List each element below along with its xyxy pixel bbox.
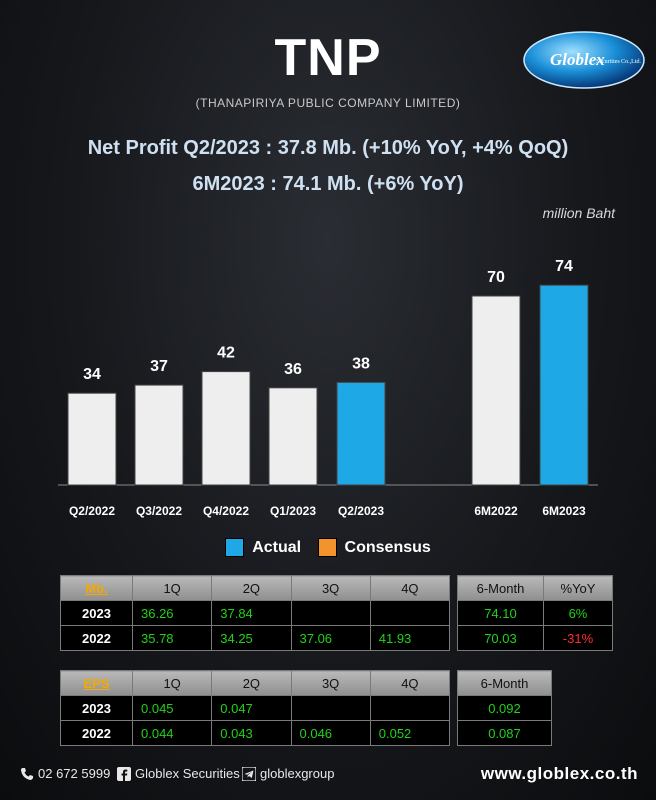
logo-word: Globlex xyxy=(550,50,605,69)
cell-value: 0.045 xyxy=(131,695,213,721)
legend-item-actual: Actual xyxy=(225,538,301,557)
category-label: 6M2022 xyxy=(474,504,518,518)
headline-six-month: 6M2023 : 74.1 Mb. (+6% YoY) xyxy=(192,173,464,195)
bar-q4-2022 xyxy=(201,371,251,486)
cell-yoy: 6% xyxy=(542,600,614,626)
table-key-eps: EPS xyxy=(60,670,133,696)
stock-ticker: TNP xyxy=(274,29,382,87)
data-label: 74 xyxy=(555,258,573,275)
col-2q: 2Q xyxy=(211,670,292,696)
legend-label-actual: Actual xyxy=(252,538,302,556)
bar-6m2022 xyxy=(471,295,521,486)
col-3q: 3Q xyxy=(290,575,371,601)
facebook-icon xyxy=(117,766,131,781)
cell-six-month: 0.092 xyxy=(457,695,552,721)
col-4q: 4Q xyxy=(369,575,451,601)
telegram-name: globlexgroup xyxy=(260,766,335,781)
telegram-icon xyxy=(242,766,256,781)
eps-six-month-table: 6-Month 0.092 0.087 xyxy=(457,670,552,746)
bar-q3-2022 xyxy=(134,384,184,486)
cell-value: 36.26 xyxy=(131,600,213,626)
net-profit-table: Mb. 1Q 2Q 3Q 4Q 2023 36.26 37.84 2022 35… xyxy=(60,575,451,651)
footer-facebook[interactable]: Globlex Securities xyxy=(117,766,240,781)
chart-unit-label: million Baht xyxy=(542,205,615,221)
cell-value: 0.052 xyxy=(369,720,451,746)
data-label: 36 xyxy=(284,361,302,378)
legend-swatch-consensus xyxy=(317,538,337,557)
bar-q2-2022 xyxy=(67,392,117,486)
legend-label-consensus: Consensus xyxy=(344,538,431,556)
cell-value xyxy=(369,695,451,721)
row-year: 2022 xyxy=(60,720,133,746)
phone-number: 02 672 5999 xyxy=(38,766,111,781)
cell-value: 37.84 xyxy=(211,600,292,626)
cell-value: 37.06 xyxy=(290,625,371,651)
cell-yoy: -31% xyxy=(542,625,614,651)
table-row: 74.10 6% xyxy=(457,600,614,626)
cell-value: 41.93 xyxy=(369,625,451,651)
category-label: Q3/2022 xyxy=(136,504,182,518)
bar-q1-2023 xyxy=(268,387,318,486)
net-profit-six-month-table: 6-Month %YoY 74.10 6% 70.03 -31% xyxy=(457,575,614,651)
category-label: 6M2023 xyxy=(542,504,586,518)
cell-six-month: 0.087 xyxy=(457,720,552,746)
legend-swatch-actual xyxy=(225,538,245,557)
category-label: Q1/2023 xyxy=(270,504,316,518)
table-row: 0.092 xyxy=(457,695,552,721)
col-3q: 3Q xyxy=(290,670,371,696)
cell-value: 0.047 xyxy=(211,695,292,721)
col-1q: 1Q xyxy=(131,670,213,696)
category-label: Q4/2022 xyxy=(203,504,249,518)
cell-value: 34.25 xyxy=(211,625,292,651)
table-key-mb: Mb. xyxy=(60,575,133,601)
category-label: Q2/2023 xyxy=(338,504,384,518)
data-label: 70 xyxy=(487,269,505,286)
col-six-month: 6-Month xyxy=(457,670,552,696)
row-year: 2023 xyxy=(60,600,133,626)
footer-phone[interactable]: 02 672 5999 xyxy=(20,766,110,781)
legend-item-consensus: Consensus xyxy=(317,538,431,557)
col-1q: 1Q xyxy=(131,575,213,601)
col-six-month: 6-Month xyxy=(457,575,544,601)
data-label: 34 xyxy=(83,366,101,383)
website-link[interactable]: www.globlex.co.th xyxy=(480,764,638,783)
bar-q2-2023 xyxy=(336,381,386,486)
cell-six-month: 70.03 xyxy=(457,625,544,651)
phone-icon xyxy=(21,767,33,780)
table-row: 0.087 xyxy=(457,720,552,746)
headline-quarter: Net Profit Q2/2023 : 37.8 Mb. (+10% YoY,… xyxy=(87,137,569,159)
facebook-name: Globlex Securities xyxy=(135,766,240,781)
bar-6m2023 xyxy=(539,284,589,486)
globlex-logo: Globlex Securities Co.,Ltd. xyxy=(520,30,648,90)
logo-sub: Securities Co.,Ltd. xyxy=(596,59,641,65)
data-label: 42 xyxy=(217,345,235,362)
table-row: 2022 35.78 34.25 37.06 41.93 xyxy=(60,625,451,651)
cell-value xyxy=(369,600,451,626)
table-row: 2022 0.044 0.043 0.046 0.052 xyxy=(60,720,451,746)
col-yoy: %YoY xyxy=(542,575,614,601)
data-label: 37 xyxy=(150,358,168,375)
cell-value xyxy=(290,600,371,626)
category-label: Q2/2022 xyxy=(69,504,115,518)
row-year: 2022 xyxy=(60,625,133,651)
cell-six-month: 74.10 xyxy=(457,600,544,626)
col-4q: 4Q xyxy=(369,670,451,696)
table-row: 70.03 -31% xyxy=(457,625,614,651)
eps-table: EPS 1Q 2Q 3Q 4Q 2023 0.045 0.047 2022 0.… xyxy=(60,670,451,746)
row-year: 2023 xyxy=(60,695,133,721)
table-row: 2023 0.045 0.047 xyxy=(60,695,451,721)
cell-value: 0.046 xyxy=(290,720,371,746)
cell-value: 0.044 xyxy=(131,720,213,746)
table-row: 2023 36.26 37.84 xyxy=(60,600,451,626)
data-label: 38 xyxy=(352,355,370,372)
chart-legend: Actual Consensus xyxy=(0,538,656,560)
footer-telegram[interactable]: globlexgroup xyxy=(242,766,334,781)
company-name: (THANAPIRIYA PUBLIC COMPANY LIMITED) xyxy=(195,96,461,110)
col-2q: 2Q xyxy=(211,575,292,601)
cell-value: 35.78 xyxy=(131,625,213,651)
cell-value: 0.043 xyxy=(211,720,292,746)
cell-value xyxy=(290,695,371,721)
footer: 02 672 5999 Globlex Securities globlexgr… xyxy=(0,760,656,788)
